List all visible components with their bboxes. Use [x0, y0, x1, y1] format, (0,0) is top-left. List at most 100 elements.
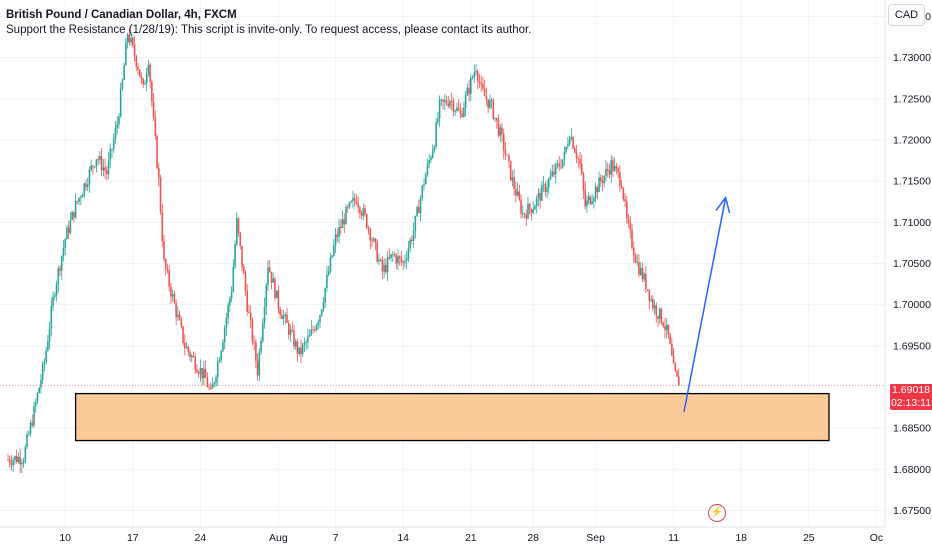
candle-body [430, 157, 432, 160]
candle-body [204, 368, 207, 378]
candle-body [182, 326, 184, 343]
candle-body [190, 355, 193, 357]
candle-body [345, 206, 347, 225]
candle-body [211, 384, 214, 389]
price-tick-label: 1.71000 [893, 217, 931, 229]
candle-body [147, 64, 150, 75]
candle-body [29, 422, 32, 434]
candle-body [232, 266, 235, 292]
candle-body [64, 239, 66, 248]
candle-body [319, 315, 321, 322]
support-zone-rect [74, 392, 830, 442]
candle-body [126, 34, 129, 43]
price-axis: 1.735001.730001.725001.720001.715001.710… [893, 11, 931, 517]
candle-body [138, 69, 141, 77]
candle-body [596, 186, 599, 193]
candle-body [572, 136, 574, 149]
candle-body [296, 341, 299, 354]
candle-body [482, 84, 484, 89]
candle-body [116, 124, 118, 129]
candle-body [511, 177, 514, 181]
candle-body [161, 211, 164, 242]
candle-body [239, 232, 242, 246]
candle-body [386, 257, 389, 273]
candle-body [178, 314, 181, 320]
candle-body [88, 169, 91, 185]
candle-body [487, 99, 489, 108]
candle-body [267, 267, 269, 286]
flash-icon[interactable]: ⚡ [708, 504, 726, 522]
candle-body [95, 159, 98, 167]
candle-body [69, 219, 72, 233]
candle-body [447, 103, 450, 107]
candle-body [400, 257, 403, 263]
candle-body [575, 152, 578, 159]
candle-body [24, 446, 27, 462]
candle-body [671, 343, 673, 356]
candle-body [591, 201, 593, 204]
candle-body [589, 196, 592, 204]
candle-body [598, 177, 600, 193]
candle-body [293, 330, 295, 347]
candle-body [506, 154, 508, 156]
candle-body [149, 64, 151, 82]
candle-body [437, 118, 439, 123]
candle-body [397, 256, 399, 264]
time-tick-label: Oc [870, 532, 883, 544]
candle-body [334, 234, 337, 246]
candle-body [658, 308, 661, 320]
candle-body [551, 171, 554, 177]
candle-body [464, 95, 467, 108]
candle-body [229, 298, 231, 305]
currency-button[interactable]: CAD [888, 4, 925, 26]
candle-body [594, 186, 597, 198]
candle-body [537, 193, 540, 198]
candle-body [490, 100, 493, 101]
candle-body [553, 171, 555, 175]
candle-body [634, 255, 637, 263]
candle-body [249, 312, 252, 320]
candle-body [366, 214, 368, 228]
candle-body [639, 267, 642, 275]
candle-body [362, 208, 365, 216]
candle-body [19, 456, 21, 465]
candle-body [431, 150, 434, 158]
candle-body [648, 289, 651, 301]
candle-body [612, 160, 614, 172]
candle-body [558, 163, 560, 167]
candle-body [586, 200, 588, 207]
candle-body [62, 247, 65, 257]
candle-body [170, 286, 172, 297]
candle-body [508, 155, 510, 161]
candle-body [360, 213, 363, 216]
candle-body [444, 100, 446, 102]
candle-body [428, 159, 430, 164]
candle-body [567, 144, 569, 147]
candle-body [59, 268, 61, 271]
candle-body [282, 316, 285, 319]
candle-body [525, 214, 528, 219]
candle-body [90, 165, 92, 170]
candle-body [60, 256, 63, 271]
candle-body [17, 456, 20, 463]
price-tick-label: 1.72000 [893, 134, 931, 146]
candle-body [166, 269, 169, 271]
candle-body [579, 158, 581, 164]
candle-body [549, 176, 552, 180]
candle-body [440, 99, 443, 101]
candle-body [631, 229, 633, 248]
candle-body [225, 317, 228, 328]
candle-body [605, 168, 607, 176]
candle-body [669, 334, 671, 344]
last-price-value: 1.69018 [892, 384, 930, 396]
candle-body [100, 155, 103, 171]
candle-body [168, 270, 170, 287]
candle-body [433, 147, 436, 151]
candle-body [522, 213, 524, 215]
candle-body [606, 168, 609, 171]
candle-body [203, 368, 205, 379]
candle-body [560, 166, 562, 168]
candle-body [52, 296, 54, 306]
candle-body [286, 314, 288, 323]
